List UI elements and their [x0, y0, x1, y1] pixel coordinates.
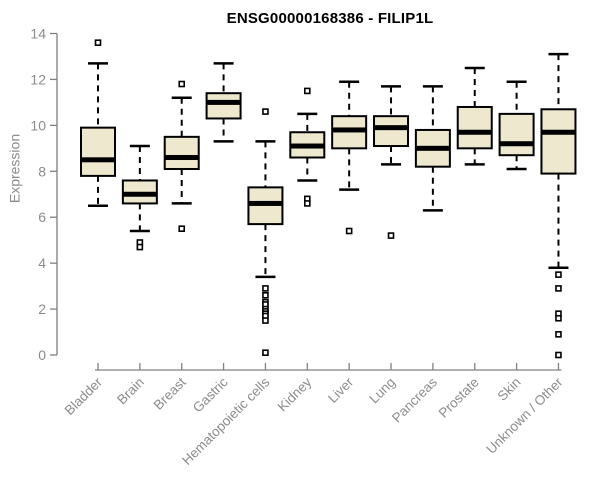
y-tick-label-6: 6 [38, 209, 46, 225]
outlier-unknown-other-5 [555, 351, 562, 359]
box-breast [163, 135, 200, 170]
box-prostate [456, 105, 493, 150]
median-liver [332, 127, 367, 133]
chart-title: ENSG00000168386 - FILIP1L [226, 10, 434, 27]
x-tick-label-kidney: Kidney [275, 374, 315, 414]
x-tick-label-breast: Breast [151, 374, 189, 412]
box-skin [498, 112, 535, 157]
outlier-unknown-other-4 [555, 331, 562, 338]
outlier-hematopoietic-cells-2 [262, 291, 269, 299]
x-tick-label-pancreas: Pancreas [389, 374, 440, 425]
y-axis-title: Expression [6, 133, 23, 204]
outlier-lung-0 [387, 232, 395, 239]
median-hematopoietic-cells [248, 200, 283, 206]
y-tick-label-8: 8 [38, 163, 46, 179]
outlier-hematopoietic-cells-1 [262, 285, 269, 292]
median-breast [164, 155, 199, 161]
y-tick-label-12: 12 [30, 71, 46, 87]
median-kidney [290, 143, 325, 149]
y-tick-label-10: 10 [30, 117, 46, 133]
box-unknown-other [540, 108, 577, 175]
median-gastric [206, 99, 241, 105]
median-skin [499, 141, 534, 147]
median-prostate [457, 129, 492, 135]
box-gastric [205, 92, 242, 120]
outlier-hematopoietic-cells-9 [262, 317, 269, 324]
box-bladder [80, 126, 116, 177]
y-tick-label-14: 14 [30, 26, 46, 42]
median-pancreas [415, 145, 450, 151]
x-tick-label-skin: Skin [495, 375, 524, 404]
x-tick-label-prostate: Prostate [436, 375, 482, 421]
outlier-unknown-other-0 [555, 271, 562, 278]
x-tick-label-gastric: Gastric [190, 374, 231, 415]
median-brain [122, 191, 157, 197]
x-tick-label-lung: Lung [366, 375, 398, 407]
median-bladder [81, 157, 115, 163]
box-lung [373, 115, 410, 148]
outlier-bladder-0 [94, 39, 102, 46]
outlier-unknown-other-1 [555, 285, 562, 292]
y-tick-label-0: 0 [38, 347, 46, 363]
outlier-breast-0 [178, 80, 186, 88]
x-tick-label-liver: Liver [325, 374, 357, 406]
median-unknown-other [541, 129, 576, 135]
outlier-brain-1 [136, 243, 144, 251]
outlier-breast-1 [178, 225, 186, 232]
outlier-kidney-0 [303, 87, 311, 95]
outlier-liver-0 [345, 227, 353, 235]
x-tick-label-bladder: Bladder [62, 374, 106, 418]
outlier-unknown-other-3 [555, 314, 562, 322]
x-tick-label-brain: Brain [114, 375, 147, 408]
y-tick-label-4: 4 [38, 255, 46, 271]
y-tick-label-2: 2 [38, 301, 46, 317]
x-tick-label-unknown-other: Unknown / Other [483, 374, 566, 457]
outlier-hematopoietic-cells-10 [262, 349, 269, 357]
median-lung [374, 125, 409, 131]
outlier-hematopoietic-cells-0 [262, 108, 269, 115]
outlier-kidney-2 [303, 200, 311, 207]
